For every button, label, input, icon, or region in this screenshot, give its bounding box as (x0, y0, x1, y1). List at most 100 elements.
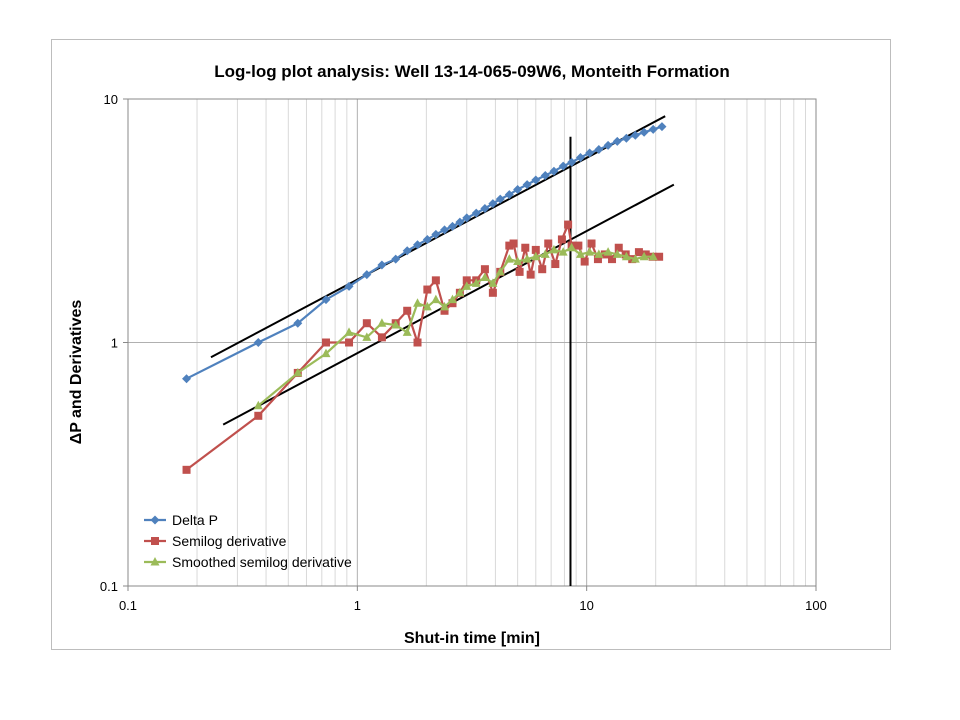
chart-title: Log-log plot analysis: Well 13-14-065-09… (214, 62, 729, 81)
data-point (509, 239, 518, 248)
data-point (580, 257, 589, 266)
data-point (585, 148, 595, 158)
data-point (462, 276, 471, 285)
data-point (603, 247, 613, 256)
tick-labels: 0.1 1 10 100 0.1 1 10 (100, 92, 827, 613)
x-tick-label: 1 (354, 598, 361, 613)
data-point (321, 295, 331, 305)
data-point (593, 255, 602, 264)
x-tick-label: 0.1 (119, 598, 137, 613)
data-point (526, 270, 535, 279)
data-point (431, 294, 441, 304)
data-point (182, 465, 191, 474)
y-axis-label: ΔP and Derivatives (68, 300, 85, 445)
data-point (254, 411, 263, 420)
data-point (321, 348, 331, 358)
data-point (431, 276, 440, 285)
data-point (403, 306, 412, 315)
data-point (522, 254, 532, 263)
data-point (321, 338, 330, 347)
data-point (567, 242, 577, 252)
data-point (558, 247, 568, 256)
data-point (293, 318, 303, 328)
data-point (504, 190, 514, 200)
data-point (151, 537, 159, 545)
data-point (377, 333, 386, 342)
data-point (540, 171, 550, 181)
data-point (558, 161, 568, 171)
data-point (551, 260, 560, 269)
data-point (448, 299, 457, 308)
data-point (344, 327, 354, 336)
reference-line (210, 115, 666, 359)
data-point (612, 249, 622, 258)
data-point (634, 248, 643, 257)
data-point (522, 180, 532, 190)
data-point (576, 153, 586, 163)
data-point (362, 319, 371, 328)
legend: Delta P Semilog derivative Smoothed semilo… (144, 512, 352, 570)
data-point (253, 338, 263, 347)
data-point (413, 240, 423, 250)
data-point (362, 332, 372, 341)
data-point (504, 254, 514, 263)
data-point (567, 157, 577, 167)
data-point (505, 241, 514, 250)
data-point (513, 256, 523, 266)
y-tick-label: 10 (104, 92, 118, 107)
data-point (488, 199, 498, 209)
data-point (422, 234, 432, 244)
data-point (455, 217, 465, 227)
data-point (253, 400, 263, 410)
data-point (630, 254, 640, 263)
data-point (639, 127, 649, 137)
series-line (257, 246, 654, 407)
data-point (603, 140, 613, 150)
data-point (538, 265, 547, 274)
data-point (630, 130, 640, 140)
data-point (540, 249, 550, 258)
data-point (657, 122, 667, 132)
data-point (587, 239, 596, 248)
data-point (293, 367, 303, 377)
data-point (413, 298, 423, 307)
series-2 (182, 220, 664, 474)
legend-entry: Semilog derivative (172, 533, 287, 549)
data-point (377, 260, 387, 270)
data-point (576, 249, 586, 258)
data-point (614, 243, 623, 252)
y-tick-label: 1 (111, 336, 118, 351)
data-point (621, 133, 631, 143)
x-axis-label: Shut-in time [min] (404, 630, 540, 647)
data-point (150, 557, 160, 566)
data-point (641, 250, 650, 259)
data-point (594, 145, 604, 155)
data-point (621, 251, 631, 261)
data-point (480, 272, 490, 281)
x-tick-label: 10 (579, 598, 593, 613)
data-point (377, 318, 387, 327)
data-point (531, 251, 541, 261)
data-point (655, 252, 664, 261)
data-point (557, 235, 566, 244)
data-point (480, 265, 489, 274)
data-point (362, 270, 372, 280)
data-point (549, 166, 559, 176)
data-point (612, 136, 622, 146)
data-point (440, 306, 449, 315)
data-point (431, 229, 441, 239)
data-point (544, 239, 553, 248)
series-1 (182, 122, 667, 384)
data-point (440, 225, 450, 235)
data-point (495, 266, 505, 276)
data-point (488, 288, 497, 297)
data-point (402, 327, 412, 336)
data-point (585, 247, 595, 256)
y-tick-label: 0.1 (100, 579, 118, 594)
series-3 (253, 242, 658, 410)
series-layer (182, 122, 667, 474)
data-point (440, 301, 450, 311)
data-point (448, 221, 458, 231)
data-point (549, 244, 559, 254)
chart-svg: Log-log plot analysis: Well 13-14-065-09… (68, 62, 827, 647)
